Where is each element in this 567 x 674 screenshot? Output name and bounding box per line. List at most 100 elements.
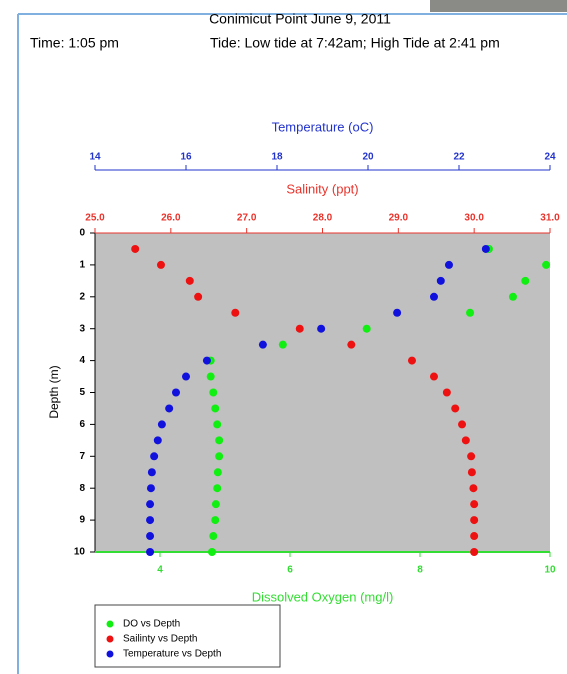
x-tick-label: 6 bbox=[287, 565, 293, 576]
x-axis-label: Temperature (oC) bbox=[272, 119, 374, 134]
y-tick-label: 7 bbox=[79, 451, 85, 462]
point bbox=[131, 244, 140, 253]
point bbox=[208, 548, 216, 556]
x-tick-label: 29.0 bbox=[389, 213, 409, 224]
point bbox=[150, 452, 159, 461]
x-tick-label: 22 bbox=[453, 152, 465, 163]
point bbox=[258, 340, 267, 349]
point bbox=[470, 548, 479, 556]
x-tick-label: 27.0 bbox=[237, 213, 257, 224]
point bbox=[146, 532, 155, 541]
point bbox=[157, 420, 166, 429]
point bbox=[211, 404, 220, 413]
tide-label: Tide: Low tide at 7:42am; High Tide at 2… bbox=[210, 35, 500, 51]
point bbox=[211, 516, 220, 525]
photo-fragment bbox=[430, 0, 567, 12]
point bbox=[194, 292, 203, 301]
y-tick-label: 10 bbox=[74, 547, 86, 558]
x-tick-label: 18 bbox=[271, 152, 283, 163]
point bbox=[467, 452, 476, 461]
chart-title: Conimicut Point June 9, 2011 bbox=[209, 11, 391, 27]
point bbox=[231, 308, 240, 317]
y-axis-label: Depth (m) bbox=[47, 365, 61, 418]
y-tick-label: 3 bbox=[79, 323, 85, 334]
y-tick-label: 6 bbox=[79, 419, 85, 430]
x-tick-label: 20 bbox=[362, 152, 374, 163]
point bbox=[347, 340, 356, 349]
x-tick-label: 4 bbox=[157, 565, 163, 576]
y-tick-label: 8 bbox=[79, 483, 85, 494]
point bbox=[470, 516, 479, 525]
point bbox=[146, 548, 155, 556]
point bbox=[213, 468, 222, 477]
point bbox=[209, 388, 218, 397]
point bbox=[362, 324, 371, 333]
x-axis-label: Dissolved Oxygen (mg/l) bbox=[252, 589, 394, 604]
x-tick-label: 31.0 bbox=[540, 213, 560, 224]
x-tick-label: 14 bbox=[89, 152, 101, 163]
point bbox=[185, 276, 194, 285]
point bbox=[451, 404, 460, 413]
point bbox=[442, 388, 451, 397]
point bbox=[213, 420, 222, 429]
point bbox=[469, 484, 478, 493]
point bbox=[444, 260, 453, 269]
point bbox=[470, 500, 479, 509]
point bbox=[508, 292, 517, 301]
y-tick-label: 1 bbox=[79, 260, 85, 271]
point bbox=[470, 532, 479, 541]
x-tick-label: 26.0 bbox=[161, 213, 181, 224]
y-tick-label: 2 bbox=[79, 291, 85, 302]
point bbox=[171, 388, 180, 397]
point bbox=[466, 308, 475, 317]
y-tick-label: 5 bbox=[79, 387, 85, 398]
point bbox=[429, 292, 438, 301]
point bbox=[146, 516, 155, 525]
legend-label: DO vs Depth bbox=[123, 619, 180, 630]
legend-label: Temperature vs Depth bbox=[123, 649, 221, 660]
point bbox=[295, 324, 304, 333]
point bbox=[436, 276, 445, 285]
point bbox=[467, 468, 476, 477]
point bbox=[458, 420, 467, 429]
point bbox=[206, 372, 215, 381]
point bbox=[146, 484, 155, 493]
point bbox=[156, 260, 165, 269]
point bbox=[147, 468, 156, 477]
point bbox=[153, 436, 162, 445]
x-tick-label: 25.0 bbox=[85, 213, 105, 224]
time-label: Time: 1:05 pm bbox=[30, 35, 119, 51]
x-axis-label: Salinity (ppt) bbox=[286, 181, 358, 196]
point bbox=[429, 372, 438, 381]
point bbox=[542, 260, 551, 269]
legend-label: Sailinty vs Depth bbox=[123, 634, 197, 645]
legend-marker bbox=[106, 620, 114, 628]
y-tick-label: 4 bbox=[79, 355, 85, 366]
point bbox=[521, 276, 530, 285]
x-tick-label: 8 bbox=[417, 565, 423, 576]
point bbox=[213, 484, 222, 493]
plot-area bbox=[95, 233, 550, 552]
point bbox=[407, 356, 416, 365]
x-tick-label: 16 bbox=[180, 152, 192, 163]
point bbox=[215, 436, 224, 445]
legend-marker bbox=[106, 650, 114, 658]
point bbox=[209, 532, 218, 541]
point bbox=[165, 404, 174, 413]
point bbox=[182, 372, 190, 381]
x-tick-label: 28.0 bbox=[313, 213, 333, 224]
x-tick-label: 24 bbox=[544, 152, 556, 163]
point bbox=[202, 356, 211, 365]
x-tick-label: 30.0 bbox=[464, 213, 484, 224]
x-tick-label: 10 bbox=[544, 565, 556, 576]
point bbox=[278, 340, 287, 349]
y-tick-label: 9 bbox=[79, 515, 85, 526]
point bbox=[461, 436, 470, 445]
y-tick-label: 0 bbox=[79, 228, 85, 239]
point bbox=[146, 500, 155, 509]
legend-marker bbox=[106, 635, 114, 643]
point bbox=[481, 244, 490, 253]
point bbox=[393, 308, 402, 317]
